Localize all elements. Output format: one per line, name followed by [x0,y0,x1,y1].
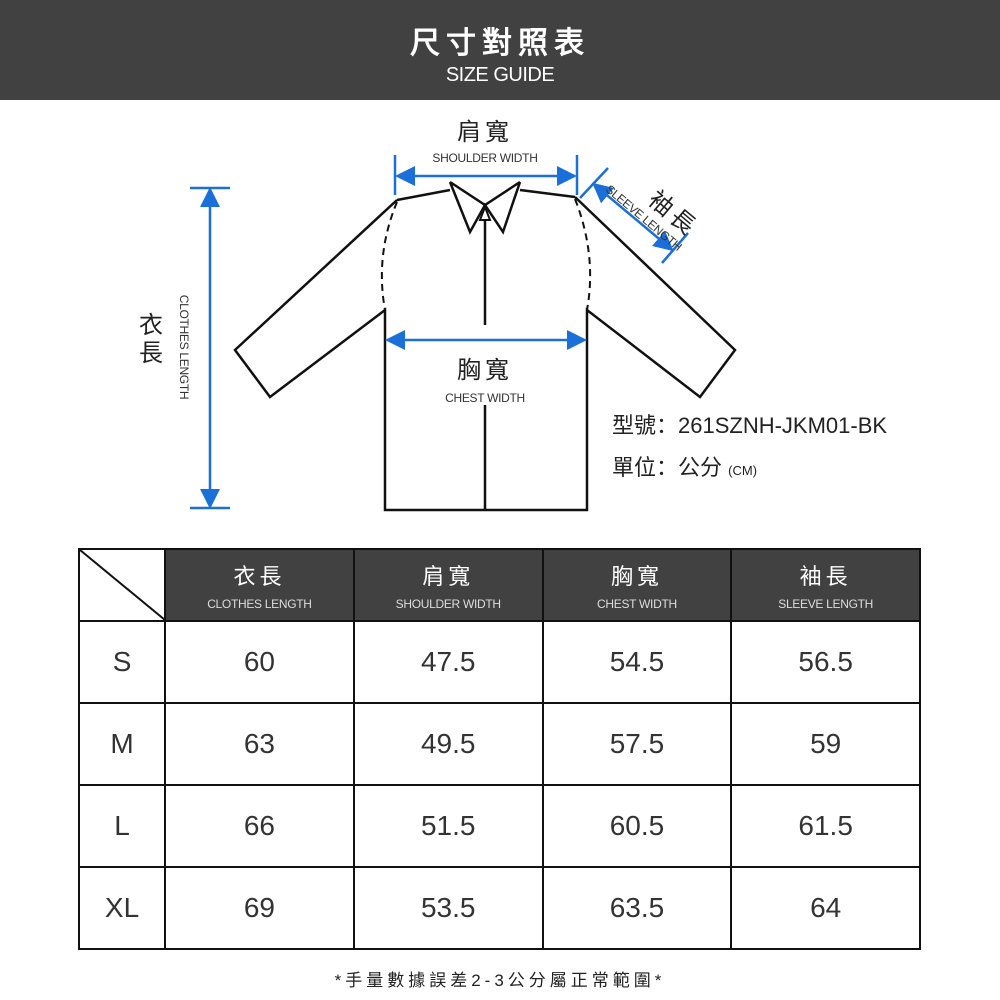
chest-label: 胸寬 CHEST WIDTH [445,357,525,405]
model-number: 261SZNH-JKM01-BK [678,413,888,438]
value-cell: 59 [730,702,921,786]
sleeve-arrow [592,182,674,252]
model-info: 型號：261SZNH-JKM01-BK [612,408,887,440]
col-header: 袖長 SLEEVE LENGTH [730,548,921,622]
size-cell: L [77,784,167,868]
value-cell: 63 [164,702,355,786]
unit-info: 單位：公分 (CM) [612,450,757,482]
jacket-outline [233,180,737,512]
measurement-note: *手量數據誤差2-3公分屬正常範圍* [334,971,666,990]
value-cell: 64 [730,866,921,950]
size-table: 衣長 CLOTHES LENGTH 肩寬 SHOULDER WIDTH 胸寬 CHES… [77,548,921,950]
table-row: XL 69 53.5 63.5 64 [77,866,921,950]
title-zh: 尺寸對照表 [410,27,590,60]
unit-label: 單位： [612,455,679,480]
value-cell: 49.5 [352,702,544,786]
value-cell: 63.5 [541,866,733,950]
size-cell: XL [77,866,167,950]
shoulder-label: 肩寬 SHOULDER WIDTH [432,119,538,165]
unit-value: 公分 [678,455,723,480]
value-cell: 51.5 [352,784,544,868]
value-cell: 60.5 [541,784,733,868]
header-banner: 尺寸對照表 SIZE GUIDE [0,0,1000,100]
value-cell: 61.5 [730,784,921,868]
corner-cell [77,548,167,622]
value-cell: 47.5 [352,620,544,704]
value-cell: 66 [164,784,355,868]
table-row: S 60 47.5 54.5 56.5 [77,620,921,704]
col-header: 肩寬 SHOULDER WIDTH [352,548,544,622]
length-label-en: CLOTHES LENGTH [177,294,191,400]
col-header: 衣長 CLOTHES LENGTH [164,548,355,622]
table-row: M 63 49.5 57.5 59 [77,702,921,786]
measure-arrows [190,155,689,510]
col-header: 胸寬 CHEST WIDTH [541,548,733,622]
title-en: SIZE GUIDE [445,64,555,86]
value-cell: 56.5 [730,620,921,704]
value-cell: 57.5 [541,702,733,786]
model-label: 型號： [612,413,679,438]
size-cell: S [77,620,167,704]
table-row: L 66 51.5 60.5 61.5 [77,784,921,868]
value-cell: 69 [164,866,355,950]
length-label-zh: 衣長 [139,312,163,367]
unit-en: (CM) [728,463,758,478]
table-header: 衣長 CLOTHES LENGTH 肩寬 SHOULDER WIDTH 胸寬 CHES… [77,548,921,622]
value-cell: 53.5 [352,866,544,950]
jacket-diagram [190,155,737,512]
value-cell: 54.5 [541,620,733,704]
size-cell: M [77,702,167,786]
value-cell: 60 [164,620,355,704]
